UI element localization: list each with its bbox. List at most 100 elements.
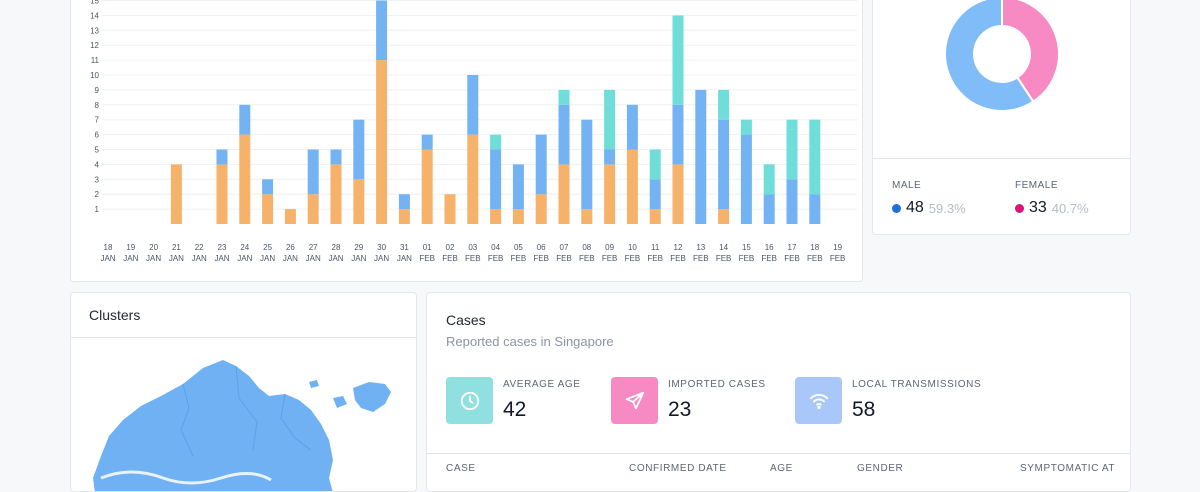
x-tick-day: 11: [651, 243, 660, 252]
column-header-case[interactable]: CASE: [446, 463, 476, 474]
x-tick-month: JAN: [351, 254, 366, 263]
stat-label: AVERAGE AGE: [503, 379, 581, 390]
bar-segment: [558, 89, 570, 105]
x-tick-day: 14: [719, 243, 728, 252]
y-tick-label: 10: [90, 71, 99, 80]
bar-segment: [809, 194, 821, 224]
clusters-title: Clusters: [89, 307, 141, 323]
x-tick-day: 16: [765, 243, 774, 252]
x-tick-month: JAN: [237, 254, 252, 263]
daily-cases-chart-card: 1 2 3 4 5 6 7 8 9 10 11 12 13 14 15 18 JAN 19 JAN 20 JAN 21 JA…: [70, 0, 863, 282]
stat-label: LOCAL TRANSMISSIONS: [852, 379, 982, 390]
bar-segment: [740, 134, 752, 224]
x-tick-month: JAN: [146, 254, 161, 263]
female-count: 33: [1029, 199, 1047, 216]
bar-segment: [421, 149, 433, 224]
male-percent: 59.3%: [928, 200, 966, 216]
column-header-symptomatic-at[interactable]: SYMPTOMATIC AT: [1020, 463, 1116, 474]
bar-segment: [490, 134, 502, 150]
x-tick-day: 19: [833, 243, 842, 252]
bar-segment: [672, 15, 684, 105]
bar-segment: [490, 209, 502, 224]
x-tick-day: 22: [195, 243, 204, 252]
x-tick-month: FEB: [465, 254, 481, 263]
x-tick-month: JAN: [397, 254, 412, 263]
male-slice: [944, 0, 1035, 112]
female-label: FEMALE: [1015, 180, 1059, 191]
singapore-island-shape: [93, 360, 333, 491]
bar-segment: [649, 179, 661, 210]
bar-segment: [216, 149, 228, 165]
male-dot-icon: [892, 203, 901, 213]
x-tick-month: FEB: [830, 254, 846, 263]
bar-segment: [398, 209, 410, 224]
table-divider: [427, 453, 1130, 454]
bar-segment: [649, 209, 661, 224]
bar-segment: [626, 104, 638, 150]
bar-segment: [512, 209, 524, 224]
x-tick-month: FEB: [784, 254, 800, 263]
gender-donut-chart: [944, 0, 1060, 112]
x-tick-day: 28: [332, 243, 341, 252]
x-tick-day: 01: [423, 243, 432, 252]
bar-segment: [740, 119, 752, 135]
male-count: 48: [906, 199, 924, 216]
bar-segment: [535, 194, 547, 224]
bar-segment: [239, 104, 251, 135]
stat-value: 58: [852, 398, 876, 421]
bar-segment: [786, 119, 798, 180]
x-tick-day: 25: [263, 243, 272, 252]
x-tick-month: FEB: [556, 254, 572, 263]
x-tick-month: FEB: [647, 254, 663, 263]
column-header-confirmed-date[interactable]: CONFIRMED DATE: [629, 463, 727, 474]
bar-segment: [376, 0, 388, 61]
x-tick-month: FEB: [739, 254, 755, 263]
x-tick-month: FEB: [761, 254, 777, 263]
x-tick-day: 23: [218, 243, 227, 252]
x-tick-month: FEB: [716, 254, 732, 263]
bar-segment: [490, 149, 502, 210]
bar-segment: [421, 134, 433, 150]
y-tick-label: 2: [95, 190, 100, 199]
bar-segment: [376, 60, 388, 224]
column-header-gender[interactable]: GENDER: [857, 463, 904, 474]
x-tick-day: 07: [560, 243, 569, 252]
cases-title: Cases: [446, 312, 486, 328]
bar-segment: [307, 194, 319, 224]
bar-segment: [786, 179, 798, 224]
y-tick-label: 1: [95, 205, 100, 214]
bar-segment: [695, 89, 707, 225]
bar-segment: [467, 75, 479, 135]
singapore-map[interactable]: [71, 338, 417, 492]
x-tick-day: 03: [468, 243, 477, 252]
bar-segment: [718, 209, 730, 224]
gender-card: MALE 48 59.3% FEMALE 33 40.7%: [872, 0, 1131, 235]
x-tick-day: 13: [696, 243, 705, 252]
x-tick-day: 21: [172, 243, 181, 252]
y-tick-label: 12: [90, 41, 99, 50]
x-tick-day: 17: [788, 243, 797, 252]
y-tick-label: 5: [95, 146, 100, 155]
female-dot-icon: [1015, 203, 1024, 213]
stat-value: 42: [503, 398, 527, 421]
x-tick-month: JAN: [374, 254, 389, 263]
x-tick-day: 27: [309, 243, 318, 252]
bar-segment: [398, 194, 410, 210]
y-tick-label: 11: [91, 56, 100, 65]
y-tick-label: 9: [95, 86, 100, 95]
x-tick-month: JAN: [123, 254, 138, 263]
bar-segment: [216, 164, 228, 224]
y-tick-label: 7: [95, 116, 100, 125]
female-slice: [1001, 0, 1060, 104]
bar-segment: [718, 89, 730, 120]
bar-segment: [558, 164, 570, 224]
female-percent: 40.7%: [1051, 200, 1089, 216]
bar-segment: [604, 89, 616, 150]
bar-segment: [444, 194, 456, 224]
column-header-age[interactable]: AGE: [770, 463, 793, 474]
x-tick-month: FEB: [625, 254, 641, 263]
x-tick-day: 05: [514, 243, 523, 252]
bar-segment: [353, 119, 365, 180]
daily-cases-bar-chart: 12345678910111213141518JAN19JAN20JAN21JA…: [90, 0, 857, 263]
bar-segment: [558, 104, 570, 165]
